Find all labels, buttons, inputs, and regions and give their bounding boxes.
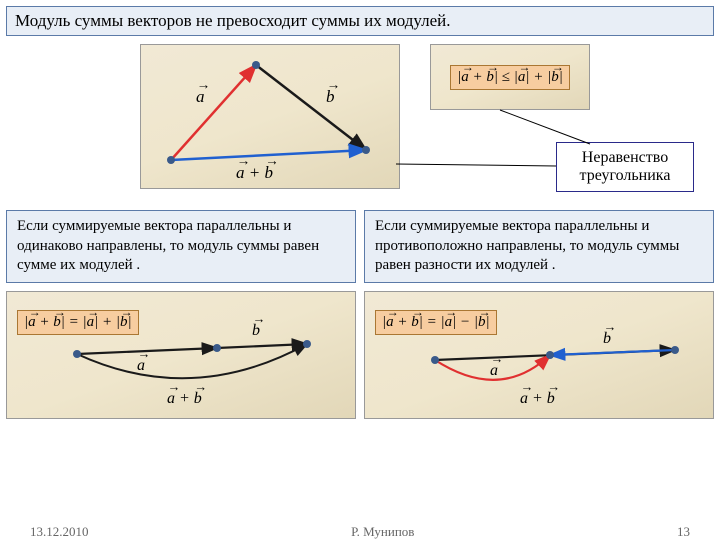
footer-author: Р. Мунипов [351, 524, 414, 540]
parallel-same-diagram: |a + b| = |a| + |b| a b a + b [6, 291, 356, 419]
ps-label-b: b [252, 322, 260, 340]
left-text: Если суммируемые вектора параллельны и о… [17, 218, 319, 273]
label-a: a [196, 87, 205, 107]
title-text: Модуль суммы векторов не превосходит сум… [15, 11, 451, 30]
callout-box: Неравенство треугольника [556, 142, 694, 192]
footer-date: 13.12.2010 [30, 524, 89, 540]
formula-panel-top: |a + b| ≤ |a| + |b| [430, 44, 590, 110]
left-formula: |a + b| = |a| + |b| [17, 310, 139, 335]
left-text-box: Если суммируемые вектора параллельны и о… [6, 210, 356, 283]
callout-line1: Неравенство [571, 149, 679, 167]
ps-label-a: a [137, 357, 145, 375]
po-label-a: a [490, 362, 498, 380]
ps-label-sum: a + b [167, 390, 202, 408]
title-box: Модуль суммы векторов не превосходит сум… [6, 6, 714, 36]
right-text: Если суммируемые вектора параллельны и п… [375, 218, 679, 273]
label-sum: a + b [236, 163, 273, 183]
footer: 13.12.2010 Р. Мунипов 13 [0, 524, 720, 540]
footer-page: 13 [677, 524, 690, 540]
triangle-diagram: a b a + b [140, 44, 400, 189]
main-formula: |a + b| ≤ |a| + |b| [450, 65, 570, 90]
po-label-b: b [603, 330, 611, 348]
right-text-box: Если суммируемые вектора параллельны и п… [364, 210, 714, 283]
right-formula: |a + b| = |a| − |b| [375, 310, 497, 335]
po-label-sum: a + b [520, 390, 555, 408]
parallel-opp-diagram: |a + b| = |a| − |b| a b a + b [364, 291, 714, 419]
callout-line2: треугольника [571, 167, 679, 185]
label-b: b [326, 87, 335, 107]
